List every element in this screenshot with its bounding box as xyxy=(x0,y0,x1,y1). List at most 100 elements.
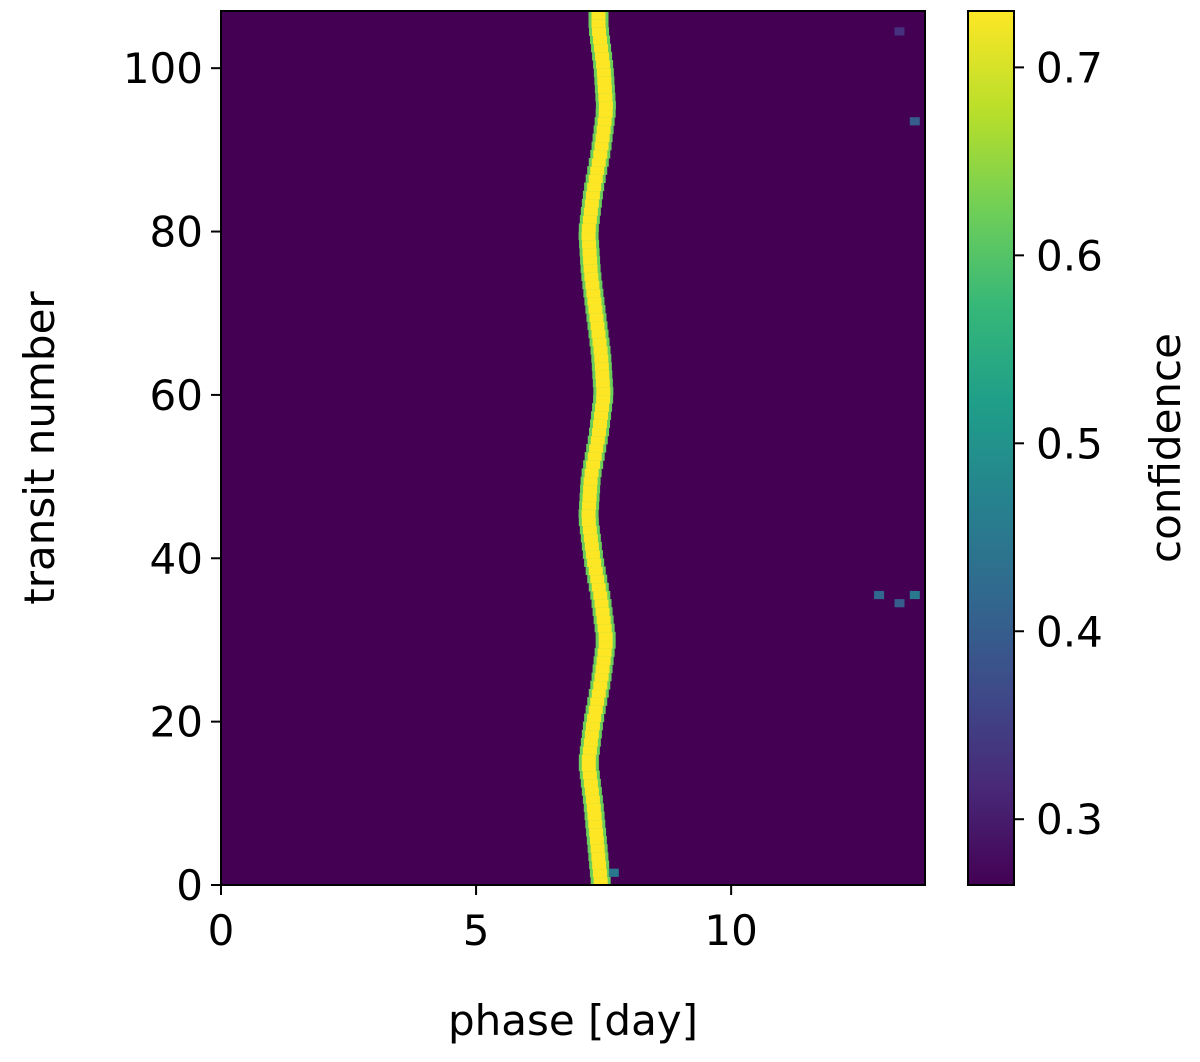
colorbar-tick-label: 0.5 xyxy=(1036,419,1103,468)
heatmap-cells xyxy=(578,11,920,885)
heatmap-cell-ridge xyxy=(583,476,598,486)
heatmap-cell-ridge xyxy=(588,705,603,714)
heatmap-cell xyxy=(874,590,885,600)
heatmap-cell xyxy=(608,868,619,877)
heatmap-cell-ridge xyxy=(583,533,598,543)
heatmap-cell-ridge xyxy=(596,60,611,69)
heatmap-cell-ridge xyxy=(587,713,602,723)
heatmap-cell-ridge xyxy=(588,819,603,829)
heatmap-cell-ridge xyxy=(596,125,611,135)
heatmap-cell-ridge xyxy=(582,501,597,510)
heatmap-cell-ridge xyxy=(581,223,596,233)
colorbar-gradient xyxy=(967,10,1015,886)
heatmap-cell-ridge xyxy=(591,852,606,861)
x-tick-label: 5 xyxy=(463,906,490,955)
heatmap-cell-ridge xyxy=(581,517,596,527)
heatmap-cell-ridge xyxy=(598,92,613,102)
heatmap-cell-ridge xyxy=(598,109,613,118)
y-tick-label: 80 xyxy=(150,208,203,257)
heatmap-cell-ridge xyxy=(596,386,611,396)
heatmap-cell-ridge xyxy=(593,345,608,355)
heatmap-cell-ridge xyxy=(590,166,605,175)
heatmap-cell-ridge xyxy=(587,452,602,461)
heatmap-cell-ridge xyxy=(582,770,597,780)
heatmap-cell-ridge xyxy=(593,419,608,429)
heatmap-cell-ridge xyxy=(589,827,604,837)
heatmap-cell-ridge xyxy=(586,803,601,812)
colorbar-tick-label: 0.4 xyxy=(1036,607,1103,656)
heatmap-cell xyxy=(894,599,905,608)
plot-frame xyxy=(220,10,926,886)
heatmap-cell xyxy=(909,117,920,126)
heatmap-cell-ridge xyxy=(584,541,599,551)
y-tick-label: 100 xyxy=(123,44,203,93)
heatmap-cell-ridge xyxy=(584,468,599,478)
y-axis-label: transit number xyxy=(15,291,64,605)
x-tick-label: 10 xyxy=(704,906,757,955)
heatmap-cell-ridge xyxy=(595,664,610,674)
heatmap-cell-ridge xyxy=(596,394,611,404)
heatmap-cell-ridge xyxy=(598,631,613,641)
plot-area xyxy=(220,10,926,886)
heatmap-cell-ridge xyxy=(585,550,600,559)
heatmap-cell-ridge xyxy=(582,746,597,755)
heatmap-cell-ridge xyxy=(595,607,610,616)
colorbar-label: confidence xyxy=(1141,333,1190,563)
heatmap-cell-ridge xyxy=(595,133,610,143)
colorbar-tick-label: 0.3 xyxy=(1036,795,1103,844)
heatmap-cell-ridge xyxy=(593,680,608,690)
heatmap-cell-ridge xyxy=(587,182,602,192)
heatmap-cell-ridge xyxy=(590,844,605,853)
heatmap-cell-ridge xyxy=(588,305,603,314)
heatmap-cell-ridge xyxy=(583,207,598,216)
heatmap-cell-ridge xyxy=(585,721,600,731)
heatmap-cell-ridge xyxy=(597,76,612,86)
heatmap-cell-ridge xyxy=(582,492,597,502)
heatmap-cell-ridge xyxy=(589,443,604,453)
heatmap-cell-ridge xyxy=(593,876,608,885)
x-axis-label: phase [day] xyxy=(448,996,698,1045)
heatmap-cell-ridge xyxy=(588,174,603,184)
y-tick-label: 40 xyxy=(150,534,203,583)
heatmap-cell-ridge xyxy=(584,198,599,208)
heatmap-cell-ridge xyxy=(598,100,613,110)
heatmap-cell-ridge xyxy=(581,231,596,241)
heatmap-cell-ridge xyxy=(589,835,604,845)
heatmap-cell-ridge xyxy=(592,337,607,347)
heatmap-cell-ridge xyxy=(591,19,606,28)
y-tick-label: 20 xyxy=(150,698,203,747)
heatmap-cell-ridge xyxy=(591,688,606,698)
heatmap-cell-ridge xyxy=(582,215,597,224)
heatmap-background xyxy=(221,11,925,885)
heatmap-cell-ridge xyxy=(585,190,600,200)
heatmap-cell-ridge xyxy=(585,280,600,290)
heatmap-cell-ridge xyxy=(596,656,611,665)
heatmap-cell-ridge xyxy=(592,860,607,870)
heatmap-cell-ridge xyxy=(591,158,606,167)
heatmap-cell xyxy=(909,590,920,600)
heatmap-cell-ridge xyxy=(590,435,605,445)
x-axis-ticks: 0 5 10 xyxy=(208,885,758,955)
heatmap-cell-ridge xyxy=(595,51,610,61)
heatmap-cell-ridge xyxy=(587,811,602,821)
heatmap-cell-ridge xyxy=(592,427,607,437)
heatmap-cell-ridge xyxy=(589,313,604,322)
heatmap-cell-ridge xyxy=(596,615,611,625)
colorbar: 0.3 0.4 0.5 0.6 0.7 confidence xyxy=(967,10,1190,886)
heatmap-cell-ridge xyxy=(583,256,598,265)
heatmap-cell-ridge xyxy=(597,117,612,126)
heatmap-cell-ridge xyxy=(582,525,597,535)
y-tick-label: 0 xyxy=(176,861,203,910)
heatmap-cell-ridge xyxy=(590,697,605,706)
heatmap-cell-ridge xyxy=(593,590,608,600)
colorbar-tick-label: 0.7 xyxy=(1036,43,1103,92)
heatmap-cell-ridge xyxy=(597,623,612,633)
heatmap-cell-ridge xyxy=(583,778,598,788)
heatmap-cell-ridge xyxy=(581,509,596,518)
heatmap-cell-ridge xyxy=(587,296,602,306)
heatmap-cell-ridge xyxy=(590,321,605,331)
heatmap-cell-ridge xyxy=(596,68,611,77)
heatmap-cell-ridge xyxy=(588,566,603,576)
heatmap-cell-ridge xyxy=(591,329,606,339)
